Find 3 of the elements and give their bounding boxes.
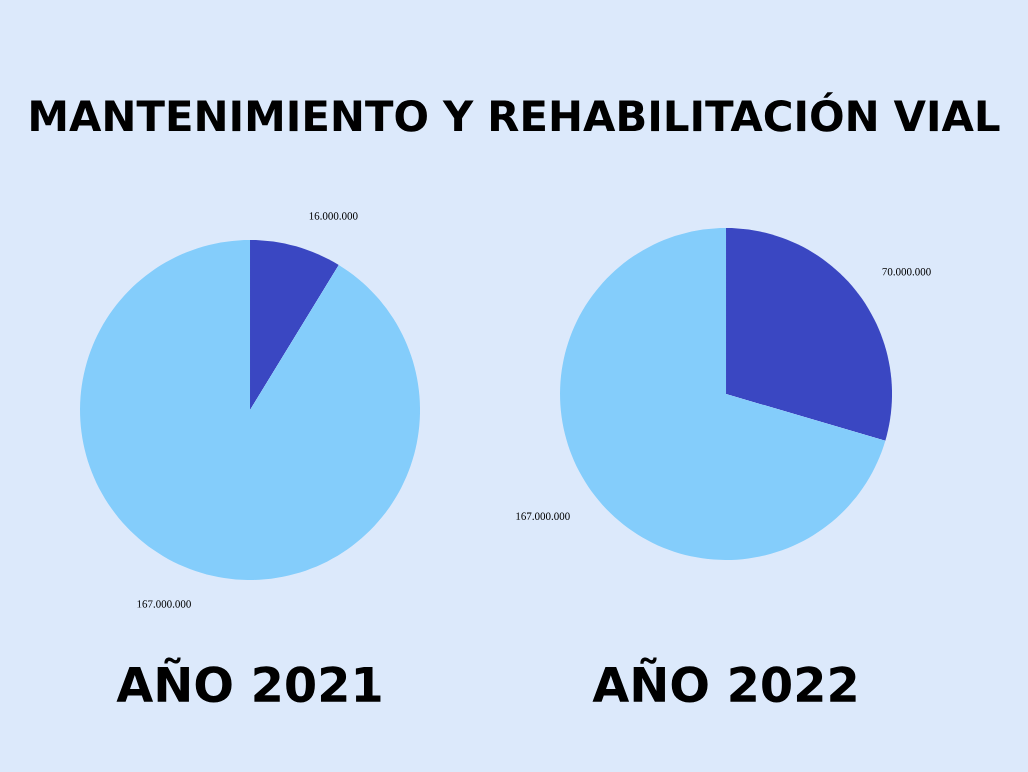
text: AÑO 2022 <box>592 657 856 703</box>
text: AÑO 2021 <box>116 657 381 703</box>
text: MANTENIMIENTO Y REHABILITACIÓN VIAL <box>31 92 1000 132</box>
